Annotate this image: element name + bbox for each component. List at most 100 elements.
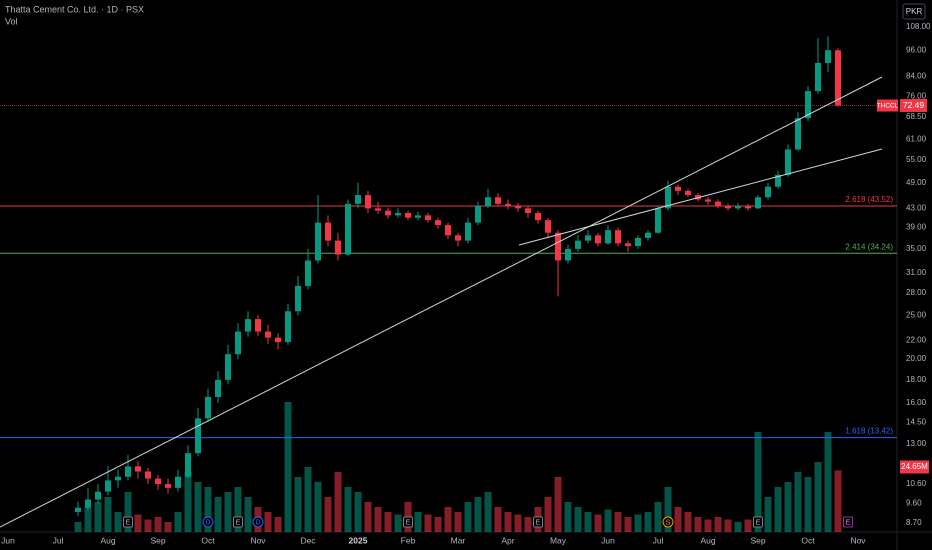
candle-body [515,206,521,209]
x-tick-label: Oct [801,535,815,545]
volume-bar [94,502,102,532]
x-tick-label: Jul [53,535,64,545]
x-tick-label: Apr [501,535,514,545]
volume-bar [234,487,242,532]
y-tick-label: 10.60 [906,479,927,488]
volume-bar [614,512,622,532]
price-tag [900,99,927,113]
candle-body [195,418,201,454]
y-tick-label: 49.00 [906,178,927,187]
candle-body [185,453,191,477]
y-tick-label: 108.00 [906,22,931,31]
volume-bar [214,497,222,532]
volume-bar [754,432,762,532]
candle-body [175,476,181,488]
volume-bar [484,492,492,532]
volume-bar [284,402,292,532]
volume-legend: Vol [5,16,18,26]
candle-body [75,507,81,512]
y-tick-label: 68.50 [906,112,927,121]
volume-bar [114,512,122,532]
candle-body [805,91,811,119]
candle-body [235,331,241,355]
volume-bar [144,519,152,532]
volume-bar [294,477,302,532]
candle-body [395,212,401,216]
y-tick-label: 25.00 [906,310,927,319]
event-marker [843,516,853,528]
candle-body [575,240,581,249]
event-label: E [846,519,851,526]
candle-body [245,319,251,332]
candle-body [165,484,171,488]
volume-bar [164,522,172,532]
event-marker [123,516,133,528]
volume-bar [424,514,432,532]
volume-bar [314,482,322,532]
candle-body [385,210,391,216]
volume-bar [814,462,822,532]
volume-bar [304,467,312,532]
event-label: E [406,519,411,526]
y-tick-label: 13.00 [906,439,927,448]
volume-bar [574,507,582,532]
event-label: D [205,519,210,526]
x-tick-label: Jun [1,535,15,545]
symbol-tag [877,99,898,112]
volume-bar [824,432,832,532]
volume-bar [704,519,712,532]
candle-body [295,285,301,312]
candle-body [205,396,211,419]
currency-button[interactable] [902,3,926,20]
volume-bar [204,487,212,532]
candle-body [475,206,481,223]
y-tick-label: 61.00 [906,135,927,144]
volume-value-label: 24.65M [901,462,928,471]
volume-bar [654,502,662,532]
volume-bar [694,517,702,532]
volume-bar [794,472,802,532]
volume-bar [444,507,452,532]
candle-body [715,201,721,207]
event-marker [403,516,413,528]
volume-bar [124,492,132,532]
x-tick-label: Feb [401,535,416,545]
x-tick-label: Dec [300,535,316,545]
volume-bar [324,497,332,532]
candle-body [785,149,791,175]
x-tick-label: Sep [750,535,765,545]
currency-label: PKR [906,7,923,16]
volume-bar [834,470,842,532]
y-tick-label: 55.00 [906,155,927,164]
candle-body [345,203,351,255]
volume-bar [384,512,392,532]
volume-bar [434,517,442,532]
level-label: 1.618 (13.42) [845,427,893,436]
candle-body [135,466,141,472]
volume-bar [274,517,282,532]
x-tick-label: Sep [150,535,165,545]
candle-body [745,206,751,209]
x-tick-label: Aug [700,535,715,545]
candle-body [115,476,121,481]
volume-bar [134,514,142,532]
candle-body [635,237,641,247]
event-marker [233,516,243,528]
candle-body [775,174,781,187]
candle-body [365,195,371,209]
event-label: S [666,519,671,526]
volume-bar [374,507,382,532]
x-tick-label: 2025 [349,535,368,545]
candle-body [485,197,491,207]
volume-bar [734,522,742,532]
candle-body [325,222,331,241]
volume-bar [194,482,202,532]
candle-body [725,206,731,209]
candle-body [425,215,431,221]
volume-bar [104,497,112,532]
candle-body [355,195,361,204]
volume-bar [584,512,592,532]
x-tick-label: Jun [601,535,615,545]
